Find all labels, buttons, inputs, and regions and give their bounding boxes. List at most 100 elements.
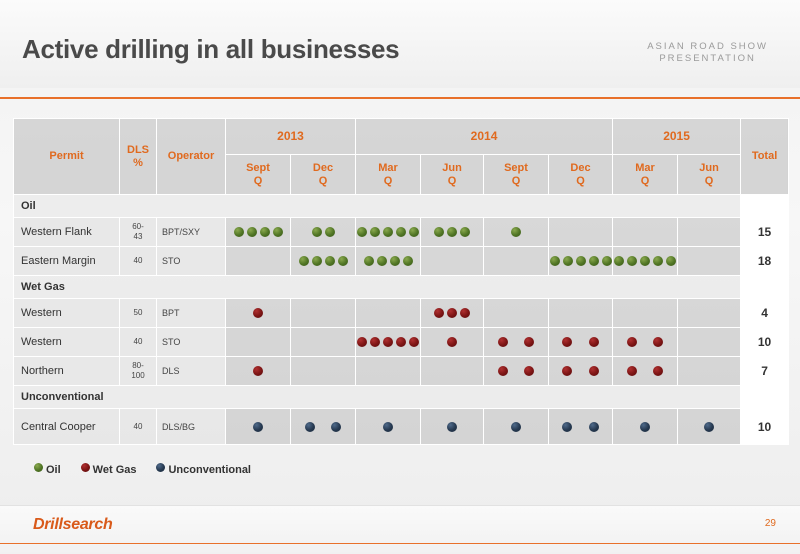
quarter-cell xyxy=(225,356,291,386)
operator-cell: STO xyxy=(156,327,226,357)
col-dls-line1: DLS xyxy=(127,143,149,156)
oil-well-dot-icon xyxy=(402,256,413,266)
wet-gas-well-dot-icon xyxy=(357,337,368,347)
quarter-cell xyxy=(289,217,357,247)
col-dls: DLS % xyxy=(119,118,157,195)
category-row-wet-gas: Wet Gas xyxy=(12,275,790,299)
quarter-label: Sept xyxy=(504,161,528,174)
quarter-cell xyxy=(612,408,679,445)
oil-well-dot-icon xyxy=(549,256,560,266)
quarter-suffix: Q xyxy=(704,174,714,187)
header-rule xyxy=(0,97,800,99)
oil-well-dot-icon xyxy=(298,256,309,266)
category-label: Unconventional xyxy=(12,385,742,409)
wet-gas-well-dot-icon xyxy=(447,308,458,318)
legend-label: Wet Gas xyxy=(92,464,137,476)
dls-value: 80- xyxy=(132,361,144,370)
quarter-label: Mar xyxy=(635,161,655,174)
oil-well-dot-icon xyxy=(640,256,651,266)
well-dots xyxy=(485,421,548,432)
wet-gas-well-dot-icon xyxy=(253,308,263,318)
col-permit: Permit xyxy=(13,118,120,195)
legend-item-unconventional: Unconventional xyxy=(156,462,251,476)
total-cell: 4 xyxy=(740,298,790,328)
oil-well-dot-icon xyxy=(337,256,348,266)
quarter-cell xyxy=(483,356,550,386)
operator-cell: BPT xyxy=(156,298,226,328)
total-cell: 10 xyxy=(740,327,790,357)
quarter-cell xyxy=(483,217,550,247)
col-operator: Operator xyxy=(156,118,226,195)
year-2013: 2013 xyxy=(224,118,357,155)
operator-cell: BPT/SXY xyxy=(156,217,226,247)
wet-gas-well-dot-icon xyxy=(497,366,508,376)
unconventional-well-dot-icon xyxy=(304,421,315,432)
wet-gas-well-dot-icon xyxy=(447,337,458,347)
oil-well-dot-icon xyxy=(588,256,599,266)
quarter-cell xyxy=(289,298,357,328)
category-label: Oil xyxy=(12,194,742,218)
well-dots xyxy=(292,256,355,266)
quarter-cell xyxy=(355,298,422,328)
quarter-label: Mar xyxy=(378,161,398,174)
quarter-suffix: Q xyxy=(318,174,328,187)
quarter-cell xyxy=(355,217,422,247)
oil-well-dot-icon xyxy=(383,227,394,237)
oil-well-dot-icon xyxy=(511,227,522,237)
col-total: Total xyxy=(740,118,790,195)
wet-gas-well-dot-icon xyxy=(370,337,381,347)
total-cell-blank xyxy=(740,385,790,409)
well-dots xyxy=(227,227,290,237)
wet-gas-well-dot-icon xyxy=(460,308,471,318)
quarter-cell xyxy=(420,298,485,328)
quarter-suffix: Q xyxy=(383,174,393,187)
header-row-quarters: Sept Q Dec Q Mar Q Jun Q Sept Q Dec Q Mar Q Jun… xyxy=(14,154,789,195)
quarter-cell xyxy=(548,408,614,445)
quarter-label: Dec xyxy=(312,161,334,174)
oil-well-dot-icon xyxy=(363,256,374,266)
quarter-cell xyxy=(420,408,485,445)
unconventional-well-dot-icon xyxy=(704,421,715,432)
quarter-cell xyxy=(355,246,422,276)
dls-value-line2: 43 xyxy=(133,232,143,241)
dls-value: 50 xyxy=(133,308,143,317)
well-dots xyxy=(679,421,740,432)
quarter-cell xyxy=(677,217,742,247)
wet-gas-well-dot-icon xyxy=(434,308,445,318)
quarter-cell xyxy=(225,327,291,357)
quarter-header: Sept Q xyxy=(483,154,550,195)
wet-gas-well-dot-icon xyxy=(653,366,664,376)
quarter-header: Mar Q xyxy=(612,154,679,195)
unconventional-well-dot-icon xyxy=(588,421,599,432)
oil-well-dot-icon xyxy=(396,227,407,237)
col-dls-line2: % xyxy=(133,156,143,169)
legend-label: Oil xyxy=(46,464,61,476)
oil-well-dot-icon xyxy=(311,256,322,266)
dls-cell: 60- 43 xyxy=(119,217,157,247)
quarter-cell xyxy=(612,327,679,357)
well-dots xyxy=(550,337,612,347)
well-dots xyxy=(227,366,290,376)
legend: Oil Wet Gas Unconventional xyxy=(34,462,251,476)
header-tag-line1: ASIAN ROAD SHOW xyxy=(647,41,768,52)
wet-gas-well-dot-icon xyxy=(524,337,535,347)
quarter-cell xyxy=(677,356,742,386)
quarter-cell xyxy=(548,246,614,276)
table-row: Western 50 BPT 4 xyxy=(13,298,790,328)
dls-cell: 40 xyxy=(119,327,157,357)
oil-well-dot-icon xyxy=(562,256,573,266)
header-row-years: Permit DLS % Operator 2013 2014 2015 Tot… xyxy=(13,118,790,195)
wet-gas-well-dot-icon xyxy=(409,337,420,347)
well-dots xyxy=(292,227,355,237)
wet-gas-well-dot-icon xyxy=(588,366,599,376)
quarter-cell xyxy=(483,298,550,328)
unconventional-well-dot-icon xyxy=(331,421,342,432)
legend-item-wet-gas: Wet Gas xyxy=(80,462,137,476)
operator-cell: DLS/BG xyxy=(156,408,226,445)
operator-cell: DLS xyxy=(156,356,226,386)
table-row: Western Flank 60- 43 BPT/SXY 15 xyxy=(13,217,790,247)
quarter-cell xyxy=(289,356,357,386)
year-2014: 2014 xyxy=(355,118,614,155)
oil-well-dot-icon xyxy=(376,256,387,266)
dls-value: 40 xyxy=(133,256,143,265)
